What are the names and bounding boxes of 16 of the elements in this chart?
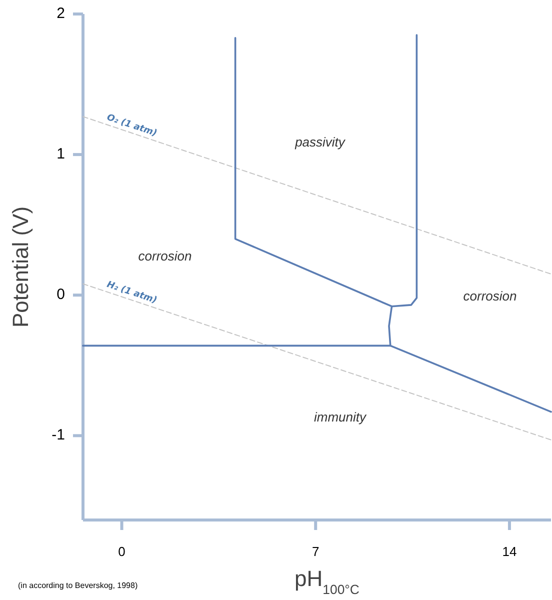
text: (in according to Beverskog, 1998) [18, 581, 138, 590]
x-tick-label: 14 [502, 544, 517, 559]
y-tick-label: 0 [56, 286, 65, 304]
y-axis-title: Potential (V) [8, 206, 33, 328]
x-tick-label: 7 [312, 544, 320, 559]
annotation: passivity [294, 134, 346, 150]
x-tick-label: 0 [118, 544, 126, 559]
text: H₂ (1 atm) [105, 280, 158, 306]
annotation: immunity [314, 409, 368, 424]
text: O₂ (1 atm) [105, 112, 158, 139]
y-tick-label: -1 [52, 426, 65, 444]
x-axis-title: pH$_{100°C}$ [294, 566, 360, 596]
annotation: corrosion [138, 248, 192, 264]
y-tick-label: 1 [56, 146, 65, 163]
annotation: corrosion [463, 288, 517, 304]
y-tick-label: 2 [56, 4, 65, 22]
